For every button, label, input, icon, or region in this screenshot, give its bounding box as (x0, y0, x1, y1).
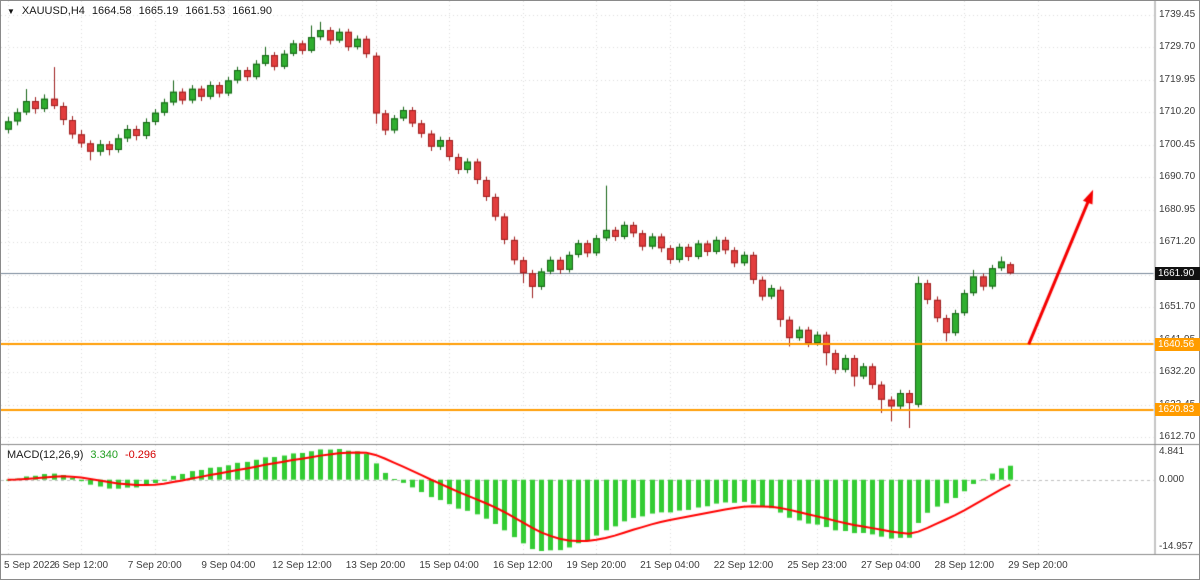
ohlc-close: 1661.90 (232, 5, 272, 17)
time-axis-label: 19 Sep 20:00 (566, 560, 627, 571)
macd-indicator-label: MACD(12,26,9) 3.340 -0.296 (7, 449, 156, 461)
ohlc-low: 1661.53 (185, 5, 226, 17)
support-level-tag-1: 1640.56 (1155, 337, 1200, 351)
price-axis-label: 1690.70 (1159, 171, 1196, 183)
support-level-tag-2: 1620.83 (1155, 403, 1200, 417)
time-axis-label: 21 Sep 04:00 (640, 560, 700, 571)
price-axis-label: 1651.70 (1159, 301, 1196, 313)
time-axis-label: 9 Sep 04:00 (201, 560, 256, 571)
time-axis-label: 28 Sep 12:00 (934, 560, 995, 571)
ohlc-open: 1664.58 (91, 5, 132, 17)
time-axis-label: 25 Sep 23:00 (787, 560, 847, 571)
macd-signal-value: -0.296 (124, 449, 157, 461)
time-axis-label: 6 Sep 12:00 (54, 560, 109, 571)
current-price-tag: 1661.90 (1155, 266, 1200, 280)
macd-scale-label: 0.000 (1159, 473, 1185, 485)
price-axis-label: 1739.45 (1159, 9, 1196, 20)
time-axis-label: 5 Sep 2022 (4, 560, 56, 571)
time-axis-label: 27 Sep 04:00 (860, 560, 921, 571)
time-axis-label: 15 Sep 04:00 (419, 560, 479, 571)
price-axis-label: 1729.70 (1159, 41, 1196, 53)
macd-main-value: 3.340 (90, 449, 118, 461)
macd-name: MACD(12,26,9) (7, 449, 84, 461)
time-axis-label: 29 Sep 20:00 (1008, 560, 1068, 571)
price-axis-label: 1680.95 (1159, 203, 1196, 215)
macd-scale-label: 4.841 (1159, 446, 1185, 457)
macd-scale-label: -14.957 (1159, 541, 1193, 552)
price-axis-label: 1632.20 (1159, 366, 1196, 378)
symbol-dropdown-icon[interactable]: ▼ (7, 6, 15, 16)
symbol-period-label: XAUUSD,H4 (21, 5, 85, 17)
price-axis-label: 1612.70 (1159, 431, 1196, 442)
time-axis-label: 22 Sep 12:00 (713, 560, 774, 571)
price-axis-label: 1700.45 (1159, 138, 1196, 150)
price-axis-label: 1719.95 (1159, 73, 1196, 85)
price-axis-label: 1671.20 (1159, 236, 1196, 248)
ohlc-high: 1665.19 (138, 5, 179, 17)
time-axis-label: 12 Sep 12:00 (272, 560, 332, 571)
time-axis-label: 13 Sep 20:00 (345, 560, 406, 571)
time-axis-label: 7 Sep 20:00 (127, 560, 182, 571)
price-axis-label: 1710.20 (1159, 106, 1196, 118)
time-axis-label: 16 Sep 12:00 (492, 560, 553, 571)
chart-header: ▼ XAUUSD,H4 1664.58 1665.19 1661.53 1661… (7, 5, 272, 17)
